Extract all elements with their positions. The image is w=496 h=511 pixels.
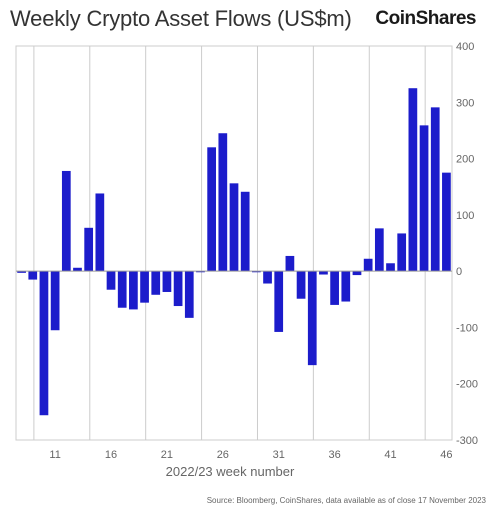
bar [196,271,205,273]
bar [207,147,217,272]
bar [408,88,418,272]
chart-title: Weekly Crypto Asset Flows (US$m) [10,6,352,31]
brand-logo: CoinShares [375,8,476,29]
bar [140,271,149,303]
y-tick-label: 100 [456,210,474,222]
y-tick-label: 300 [456,97,474,109]
y-tick-label: -200 [456,379,478,391]
bar [274,271,284,332]
x-tick-label: 31 [273,449,285,461]
y-tick-label: 200 [456,154,474,166]
x-tick-label: 26 [217,449,229,461]
bar [386,263,395,272]
y-tick-label: 0 [456,266,462,278]
bar [251,271,261,273]
x-tick-label: 11 [49,449,60,461]
bar [442,172,451,272]
bar [330,271,339,305]
bar [84,227,94,272]
x-tick-label: 21 [161,449,173,461]
source-note: Source: Bloomberg, CoinShares, data avai… [206,496,486,505]
bar [61,170,71,272]
bar [28,271,38,280]
bar [129,271,138,310]
bar [352,271,362,276]
bar [117,271,127,308]
bar [296,271,306,299]
bar [162,271,172,292]
bar [363,258,373,272]
bar [341,271,351,302]
plot-frame [15,45,453,441]
bar [263,271,272,284]
bar [106,271,116,290]
x-tick-label: 46 [440,449,452,461]
bar [173,271,183,307]
x-tick-label: 41 [384,449,396,461]
bar [39,271,49,416]
y-tick-label: -300 [456,435,478,447]
x-tick-label: 36 [328,449,340,461]
y-tick-label: -100 [456,322,478,334]
bar [95,193,105,272]
bar [374,228,384,272]
bar [229,183,239,272]
bar [285,255,295,272]
bar [419,125,429,272]
bar [307,271,317,366]
bar [184,271,194,318]
x-tick-label: 16 [105,449,117,461]
bar [17,271,26,273]
bar [50,271,60,331]
bar [397,233,407,272]
bar [240,191,250,272]
bar [218,133,228,272]
x-axis-label: 2022/23 week number [166,464,295,479]
bar [319,271,328,275]
y-tick-label: 400 [456,41,474,53]
bar [430,107,440,272]
bar [151,271,161,295]
bar [73,267,82,272]
